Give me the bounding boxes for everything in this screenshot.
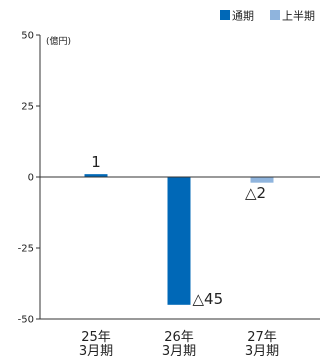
- legend-swatch-1: [220, 10, 230, 20]
- legend-label-2: 上半期: [282, 9, 315, 23]
- x-tick-label-3-line-1: 27年: [247, 330, 277, 345]
- y-tick-label-1: 50: [21, 31, 34, 42]
- x-tick-label-1-line-2: 3月期: [79, 344, 113, 359]
- legend: 通期 上半期: [220, 9, 315, 23]
- bar-3-上半期: [250, 177, 274, 183]
- y-axis: 50 25 0 -25 -50: [18, 31, 41, 326]
- data-label-3: △2: [245, 184, 266, 202]
- unit-label: (億円): [46, 35, 71, 47]
- y-tick-label-2: 25: [21, 102, 34, 113]
- bar-1-通期: [84, 174, 108, 177]
- data-label-2: △45: [193, 290, 224, 308]
- legend-swatch-2: [270, 10, 280, 20]
- x-tick-label-3-line-2: 3月期: [245, 344, 279, 359]
- x-tick-label-2-line-1: 26年: [164, 330, 194, 345]
- y-tick-label-3: 0: [28, 173, 34, 184]
- data-label-1: 1: [91, 153, 101, 171]
- bar-2-通期: [167, 177, 191, 305]
- y-tick-label-4: -25: [18, 244, 34, 255]
- x-tick-label-1-line-1: 25年: [81, 330, 111, 345]
- legend-label-1: 通期: [232, 10, 254, 23]
- bars: [84, 174, 274, 305]
- x-tick-label-2-line-2: 3月期: [162, 344, 196, 359]
- data-labels: 1 △45 △2: [91, 153, 266, 308]
- y-tick-label-5: -50: [18, 315, 34, 326]
